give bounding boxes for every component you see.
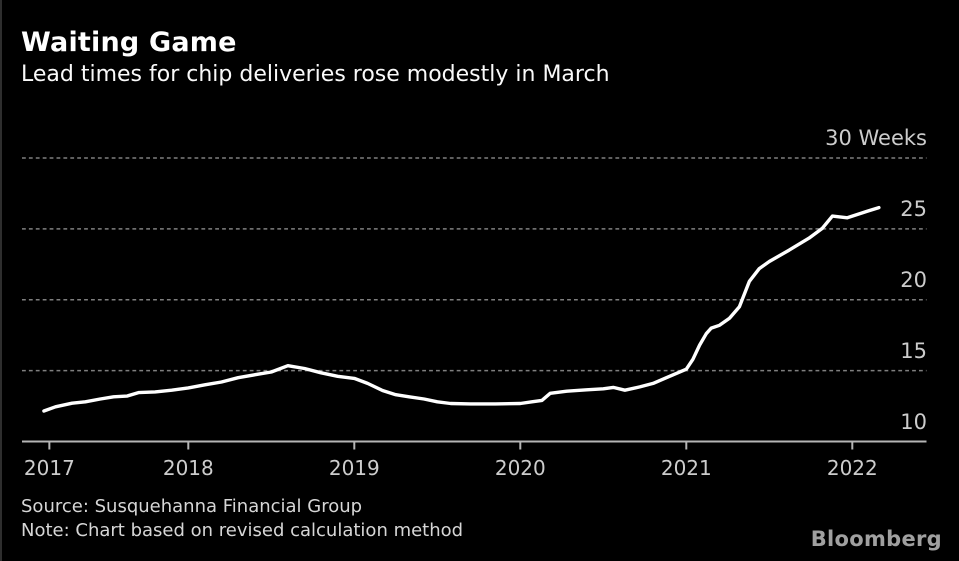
source-note: Source: Susquehanna Financial Group <box>21 496 363 517</box>
y-axis-label-10: 10 <box>900 409 927 434</box>
lead-time-line <box>42 205 881 413</box>
y-axis-label-30: 30 Weeks <box>825 126 927 150</box>
x-axis-label-2019: 2019 <box>328 456 380 480</box>
left-edge-divider <box>0 0 2 561</box>
chart-subtitle: Lead times for chip deliveries rose mode… <box>21 62 610 87</box>
y-axis-label-20: 20 <box>900 267 927 292</box>
x-axis-label-2022: 2022 <box>826 456 878 480</box>
y-axis-label-15: 15 <box>900 338 927 363</box>
method-note: Note: Chart based on revised calculation… <box>21 520 464 541</box>
x-axis-label-2020: 2020 <box>494 456 546 480</box>
chart-title: Waiting Game <box>21 27 237 58</box>
x-axis-label-2018: 2018 <box>162 456 214 480</box>
x-axis-label-2017: 2017 <box>23 456 75 480</box>
y-axis-label-25: 25 <box>900 196 927 221</box>
x-axis-label-2021: 2021 <box>660 456 712 480</box>
bloomberg-logo: Bloomberg <box>810 527 942 551</box>
